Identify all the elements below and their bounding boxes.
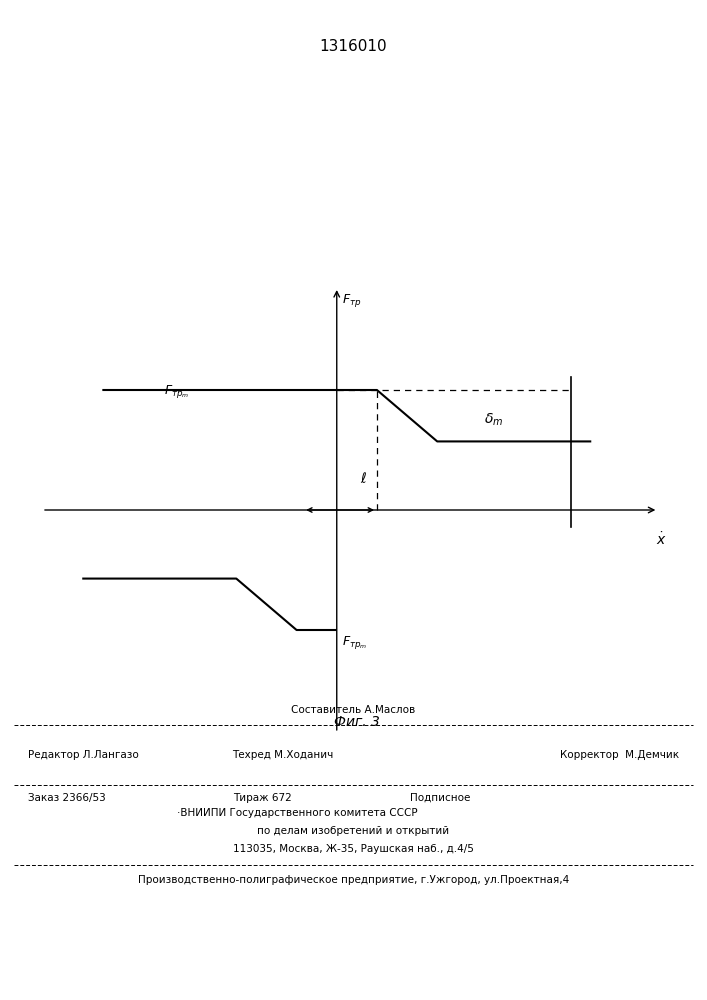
Text: $\delta_m$: $\delta_m$ [484,412,503,428]
Text: по делам изобретений и открытий: по делам изобретений и открытий [257,826,450,836]
Text: 1316010: 1316010 [320,39,387,54]
Text: $\ell$: $\ell$ [360,471,367,486]
Text: Производственно-полиграфическое предприятие, г.Ужгород, ул.Проектная,4: Производственно-полиграфическое предприя… [138,875,569,885]
Text: Техред М.Ходанич: Техред М.Ходанич [232,750,334,760]
Text: $F_{\mathit{тр}_m}$: $F_{\mathit{тр}_m}$ [342,634,368,651]
Text: Заказ 2366/53: Заказ 2366/53 [28,793,106,803]
Text: $F_{\mathit{тр}}$: $F_{\mathit{тр}}$ [342,292,361,309]
Text: Подписное: Подписное [410,793,470,803]
Text: ·ВНИИПИ Государственного комитета СССР: ·ВНИИПИ Государственного комитета СССР [177,808,417,818]
Text: Корректор  М.Демчик: Корректор М.Демчик [560,750,679,760]
Text: Составитель А.Маслов: Составитель А.Маслов [291,705,416,715]
Text: 113035, Москва, Ж-35, Раушская наб., д.4/5: 113035, Москва, Ж-35, Раушская наб., д.4… [233,844,474,854]
Text: $F_{\mathit{тр}_m}$: $F_{\mathit{тр}_m}$ [164,383,189,400]
Text: Фиг. 3: Фиг. 3 [334,715,380,729]
Text: $\dot{x}$: $\dot{x}$ [656,531,667,548]
Text: Тираж 672: Тираж 672 [233,793,292,803]
Text: Редактор Л.Лангазо: Редактор Л.Лангазо [28,750,139,760]
